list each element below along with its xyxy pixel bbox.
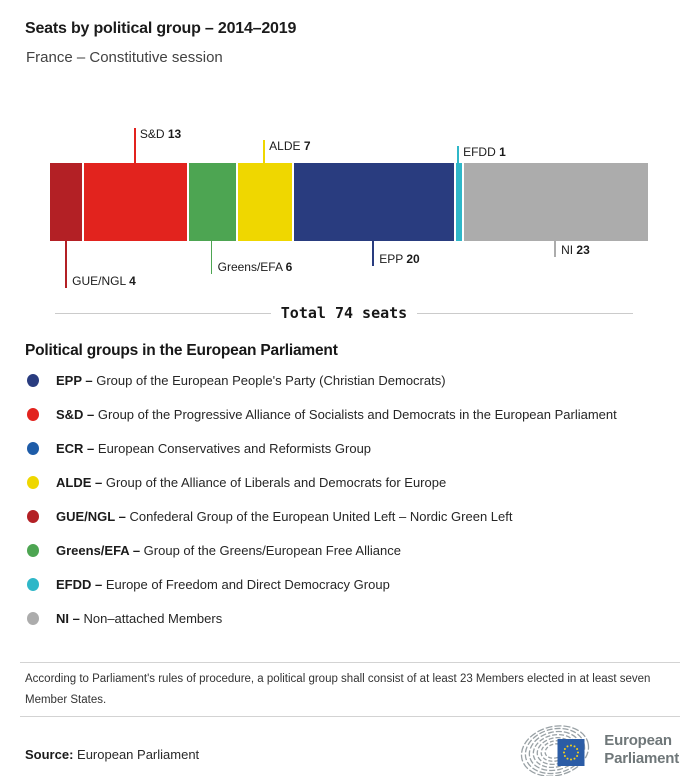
legend-dot-gue-ngl (27, 509, 39, 523)
total-seats-label: Total 74 seats (280, 304, 408, 322)
callout-line-alde (263, 140, 265, 163)
callout-line-efdd (457, 146, 459, 163)
legend-item-ecr: ECR – European Conservatives and Reformi… (25, 431, 680, 465)
callout-label-alde: ALDE 7 (269, 139, 311, 153)
source-value: European Parliament (77, 747, 200, 762)
bar-segment-alde (235, 163, 293, 241)
legend-dot-ecr (27, 441, 39, 455)
legend-item-ni: NI – Non–attached Members (25, 601, 680, 635)
source-label: Source: (25, 747, 74, 762)
bar-segment-efdd (454, 163, 463, 241)
legend-dot-alde (27, 475, 39, 489)
logo-text-line2: Parliament (604, 750, 679, 767)
divider-rule-left (55, 312, 271, 314)
callout-label-ni: NI 23 (561, 243, 590, 257)
legend-list: EPP – Group of the European People's Par… (25, 363, 680, 635)
legend-label: GUE/NGL – Confederal Group of the Europe… (56, 508, 513, 524)
hemicycle-logo-icon (521, 725, 590, 776)
eu-stars (563, 744, 580, 761)
logo-wordmark: European Parliament (604, 732, 679, 768)
legend-item-gue-ngl: GUE/NGL – Confederal Group of the Europe… (25, 499, 680, 533)
callout-label-s-d: S&D 13 (139, 127, 182, 141)
legend-item-greens-efa: Greens/EFA – Group of the Greens/Europea… (25, 533, 680, 567)
total-divider: Total 74 seats (55, 304, 633, 322)
legend-dot-greens-efa (27, 543, 39, 557)
callout-line-gue-ngl (65, 241, 67, 288)
legend-item-alde: ALDE – Group of the Alliance of Liberals… (25, 465, 680, 499)
logo-text-line1: European (604, 732, 672, 749)
legend-label: Greens/EFA – Group of the Greens/Europea… (56, 542, 401, 558)
legend-dot-epp (27, 373, 39, 387)
bar-segment-gue-ngl (50, 163, 83, 241)
legend-dot-ni (27, 611, 39, 625)
legend-item-epp: EPP – Group of the European People's Par… (25, 363, 680, 397)
callout-label-greens-efa: Greens/EFA 6 (217, 260, 293, 274)
footnote-divider-bottom (20, 716, 680, 717)
legend-item-s-d: S&D – Group of the Progressive Alliance … (25, 397, 680, 431)
callout-line-epp (372, 241, 374, 266)
footnote-divider-top (20, 662, 680, 663)
legend-dot-s-d (27, 407, 39, 421)
bar-segment-epp (292, 163, 455, 241)
bar-segment-ni (462, 163, 648, 241)
footnote-text: According to Parliament's rules of proce… (25, 673, 651, 706)
callout-label-efdd: EFDD 1 (463, 145, 506, 159)
legend-label: S&D – Group of the Progressive Alliance … (56, 406, 617, 422)
callout-line-greens-efa (210, 241, 213, 274)
eu-flag-square (557, 739, 585, 766)
seat-bar (50, 163, 648, 241)
page-title: Seats by political group – 2014–2019 (25, 20, 297, 37)
legend-label: ALDE – Group of the Alliance of Liberals… (56, 474, 447, 490)
callout-label-epp: EPP 20 (379, 252, 420, 266)
legend-label: EFDD – Europe of Freedom and Direct Demo… (56, 576, 390, 592)
legend-heading: Political groups in the European Parliam… (25, 342, 338, 359)
bar-segment-s-d (82, 163, 188, 241)
page-subtitle: France – Constitutive session (26, 49, 223, 66)
callout-line-ni (554, 241, 556, 257)
legend-item-efdd: EFDD – Europe of Freedom and Direct Demo… (25, 567, 680, 601)
legend-dot-efdd (27, 577, 39, 591)
legend-label: EPP – Group of the European People's Par… (56, 372, 446, 388)
legend-label: NI – Non–attached Members (56, 610, 223, 626)
bar-segment-greens-efa (187, 163, 236, 241)
callout-label-gue-ngl: GUE/NGL 4 (72, 274, 136, 288)
legend-label: ECR – European Conservatives and Reformi… (56, 440, 372, 456)
source-line: Source: European Parliament (25, 747, 199, 762)
european-parliament-logo: European Parliament (519, 724, 679, 776)
divider-rule-right (417, 312, 633, 314)
callout-line-s-d (134, 128, 136, 163)
